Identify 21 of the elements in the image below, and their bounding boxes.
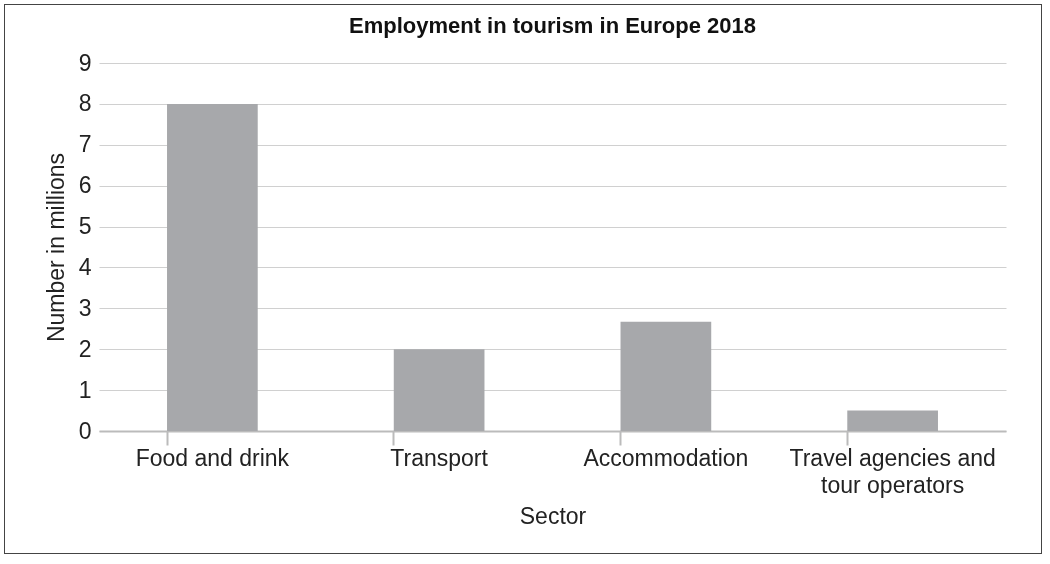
y-axis-title: Number in millions: [42, 152, 69, 343]
chart-title: Employment in tourism in Europe 2018: [348, 13, 757, 38]
bar: [620, 321, 712, 431]
bar: [167, 103, 258, 431]
y-tick-label: 8: [78, 90, 92, 117]
y-tick-label: 4: [78, 253, 92, 280]
x-axis-title: Sector: [519, 502, 587, 529]
y-tick-label: 9: [78, 49, 92, 76]
bar: [393, 349, 485, 431]
y-tick-label: 3: [78, 294, 92, 321]
bar: [847, 410, 938, 431]
y-tick-label: 7: [78, 131, 92, 158]
y-tick-label: 0: [78, 417, 92, 444]
x-tick-label: Food and drink: [135, 444, 290, 471]
x-tick-label: Travel agencies and tour operators: [789, 444, 996, 498]
y-tick-label: 2: [78, 335, 92, 362]
y-tick-label: 6: [78, 172, 92, 199]
y-tick-label: 1: [78, 376, 92, 403]
x-tick-label: Transport: [390, 444, 489, 471]
y-tick-label: 5: [78, 213, 92, 240]
x-tick-label: Accommodation: [583, 444, 749, 471]
